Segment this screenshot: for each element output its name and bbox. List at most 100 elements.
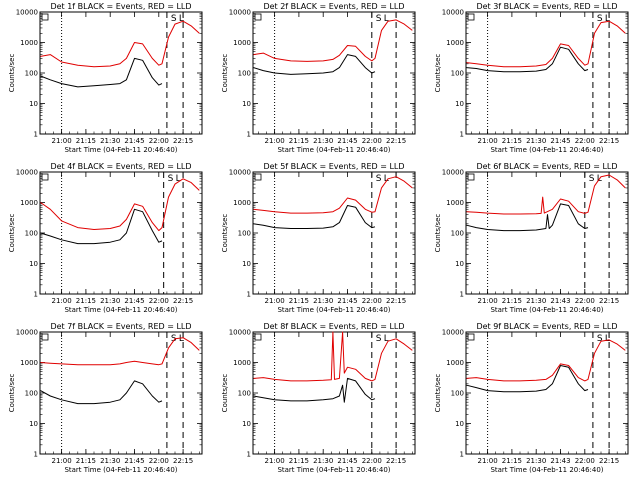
x-tick-label: 22:00 <box>362 457 382 465</box>
y-tick-label: 10 <box>29 100 38 108</box>
corner-box <box>254 13 262 21</box>
y-tick-label: 1 <box>34 131 38 139</box>
y-tick-label: 1 <box>460 131 464 139</box>
x-tick-label: 21:00 <box>265 457 285 465</box>
x-tick-label: 21:15 <box>289 297 309 305</box>
y-tick-label: 10 <box>455 420 464 428</box>
x-tick-label: 21:43 <box>550 297 570 305</box>
x-axis-label: Start Time (04-Feb-11 20:46:40) <box>490 146 603 154</box>
lld-series-line <box>40 337 200 366</box>
x-tick-label: 21:15 <box>76 137 96 145</box>
y-tick-label: 1 <box>460 451 464 459</box>
y-tick-label: 100 <box>25 230 38 238</box>
x-tick-label: 22:00 <box>149 137 169 145</box>
marker-l: L <box>384 174 389 184</box>
x-tick-label: 21:15 <box>289 137 309 145</box>
x-tick-label: 21:30 <box>526 297 546 305</box>
x-tick-label: 22:00 <box>575 457 595 465</box>
marker-l: L <box>179 14 184 24</box>
x-tick-label: 22:15 <box>599 137 619 145</box>
y-tick-label: 10000 <box>229 329 251 337</box>
events-series-line <box>253 205 376 229</box>
x-tick-label: 21:00 <box>52 297 72 305</box>
lld-series-line <box>40 178 200 232</box>
x-tick-label: 21:00 <box>478 297 498 305</box>
x-tick-label: 21:30 <box>313 137 333 145</box>
y-axis-label: Counts/sec <box>8 374 16 413</box>
x-tick-label: 21:00 <box>52 137 72 145</box>
x-tick-label: 21:00 <box>265 297 285 305</box>
y-tick-label: 10000 <box>442 329 464 337</box>
x-tick-label: 21:45 <box>337 457 357 465</box>
y-tick-label: 1000 <box>446 39 464 47</box>
x-tick-label: 21:30 <box>313 457 333 465</box>
panel-title: Det 6f BLACK = Events, RED = LLD <box>476 162 617 171</box>
x-tick-label: 21:30 <box>100 297 120 305</box>
detector-panel: Det 6f BLACK = Events, RED = LLD 1 10 100 10… <box>434 162 629 314</box>
corner-box <box>41 333 49 341</box>
marker-s: S <box>376 174 382 184</box>
x-tick-label: 21:15 <box>76 297 96 305</box>
marker-s: S <box>597 14 603 24</box>
y-axis-label: Counts/sec <box>221 214 229 253</box>
y-tick-label: 1000 <box>20 359 38 367</box>
y-tick-label: 10 <box>242 260 251 268</box>
y-tick-label: 1000 <box>20 199 38 207</box>
panel-title: Det 5f BLACK = Events, RED = LLD <box>263 162 404 171</box>
x-tick-label: 21:15 <box>502 137 522 145</box>
y-tick-label: 1000 <box>446 199 464 207</box>
y-tick-label: 10 <box>455 100 464 108</box>
detector-panel: Det 1f BLACK = Events, RED = LLD 1 10 100 10… <box>8 2 203 154</box>
x-tick-label: 22:15 <box>173 457 193 465</box>
x-tick-label: 21:30 <box>100 137 120 145</box>
panel-title: Det 3f BLACK = Events, RED = LLD <box>476 2 617 11</box>
x-axis-label: Start Time (04-Feb-11 20:46:40) <box>277 306 390 314</box>
marker-s: S <box>589 174 595 184</box>
y-tick-label: 1 <box>34 291 38 299</box>
x-axis-label: Start Time (04-Feb-11 20:46:40) <box>64 306 177 314</box>
marker-l: L <box>605 14 610 24</box>
x-tick-label: 22:00 <box>149 457 169 465</box>
y-tick-label: 10000 <box>442 169 464 177</box>
detector-panel: Det 4f BLACK = Events, RED = LLD 1 10 100 10… <box>8 162 203 314</box>
x-tick-label: 21:45 <box>124 137 144 145</box>
corner-box <box>254 173 262 181</box>
x-tick-label: 22:15 <box>173 297 193 305</box>
y-tick-label: 10 <box>242 100 251 108</box>
events-series-line <box>253 377 376 403</box>
events-series-line <box>40 380 163 405</box>
y-tick-label: 1000 <box>233 39 251 47</box>
y-tick-label: 1000 <box>233 359 251 367</box>
x-axis-label: Start Time (04-Feb-11 20:46:40) <box>490 306 603 314</box>
y-axis-label: Counts/sec <box>434 374 442 413</box>
y-tick-label: 10000 <box>16 169 38 177</box>
x-tick-label: 21:00 <box>478 457 498 465</box>
x-tick-label: 22:15 <box>173 137 193 145</box>
y-tick-label: 100 <box>25 390 38 398</box>
x-tick-label: 22:15 <box>386 137 406 145</box>
y-tick-label: 10000 <box>16 9 38 17</box>
y-tick-label: 1 <box>247 291 251 299</box>
x-tick-label: 21:15 <box>502 457 522 465</box>
panel-title: Det 9f BLACK = Events, RED = LLD <box>476 322 617 331</box>
x-tick-label: 21:45 <box>124 297 144 305</box>
x-tick-label: 22:15 <box>599 457 619 465</box>
corner-box <box>41 13 49 21</box>
y-tick-label: 1000 <box>20 39 38 47</box>
events-series-line <box>466 203 589 232</box>
marker-l: L <box>179 334 184 344</box>
events-series-line <box>40 208 163 245</box>
y-tick-label: 1 <box>247 451 251 459</box>
events-series-line <box>40 57 163 88</box>
x-tick-label: 21:30 <box>313 297 333 305</box>
y-axis-label: Counts/sec <box>221 374 229 413</box>
y-axis-label: Counts/sec <box>221 54 229 93</box>
x-tick-label: 21:00 <box>478 137 498 145</box>
events-series-line <box>466 46 589 73</box>
y-axis-label: Counts/sec <box>8 214 16 253</box>
x-tick-label: 21:45 <box>550 137 570 145</box>
marker-s: S <box>376 334 382 344</box>
lld-series-line <box>253 176 413 214</box>
events-series-line <box>253 54 376 75</box>
